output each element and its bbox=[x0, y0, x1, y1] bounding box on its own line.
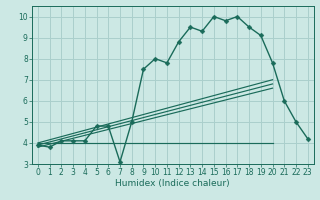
X-axis label: Humidex (Indice chaleur): Humidex (Indice chaleur) bbox=[116, 179, 230, 188]
